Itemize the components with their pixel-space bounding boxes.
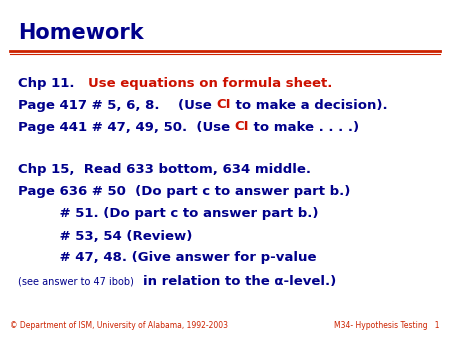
Text: # 47, 48. (Give answer for p-value: # 47, 48. (Give answer for p-value — [18, 251, 316, 265]
Text: © Department of ISM, University of Alabama, 1992-2003: © Department of ISM, University of Alaba… — [10, 321, 228, 331]
Text: Page 636 # 50  (Do part c to answer part b.): Page 636 # 50 (Do part c to answer part … — [18, 186, 351, 198]
Text: in relation to the α-level.): in relation to the α-level.) — [143, 274, 337, 288]
Text: (see answer to 47 ibob): (see answer to 47 ibob) — [18, 276, 143, 286]
Text: Chp 15,  Read 633 bottom, 634 middle.: Chp 15, Read 633 bottom, 634 middle. — [18, 164, 311, 176]
Text: CI: CI — [235, 121, 249, 134]
Text: M34- Hypothesis Testing   1: M34- Hypothesis Testing 1 — [334, 321, 440, 331]
Text: CI: CI — [216, 98, 231, 112]
Text: Page 417 # 5, 6, 8.    (Use: Page 417 # 5, 6, 8. (Use — [18, 98, 216, 112]
Text: to make a decision).: to make a decision). — [231, 98, 387, 112]
Text: Homework: Homework — [18, 23, 144, 43]
Text: # 51. (Do part c to answer part b.): # 51. (Do part c to answer part b.) — [18, 208, 319, 220]
Text: Chp 11.: Chp 11. — [18, 76, 88, 90]
Text: to make . . . .): to make . . . .) — [249, 121, 360, 134]
Text: Use equations on formula sheet.: Use equations on formula sheet. — [88, 76, 333, 90]
Text: # 53, 54 (Review): # 53, 54 (Review) — [18, 230, 193, 242]
Text: Page 441 # 47, 49, 50.  (Use: Page 441 # 47, 49, 50. (Use — [18, 121, 235, 134]
